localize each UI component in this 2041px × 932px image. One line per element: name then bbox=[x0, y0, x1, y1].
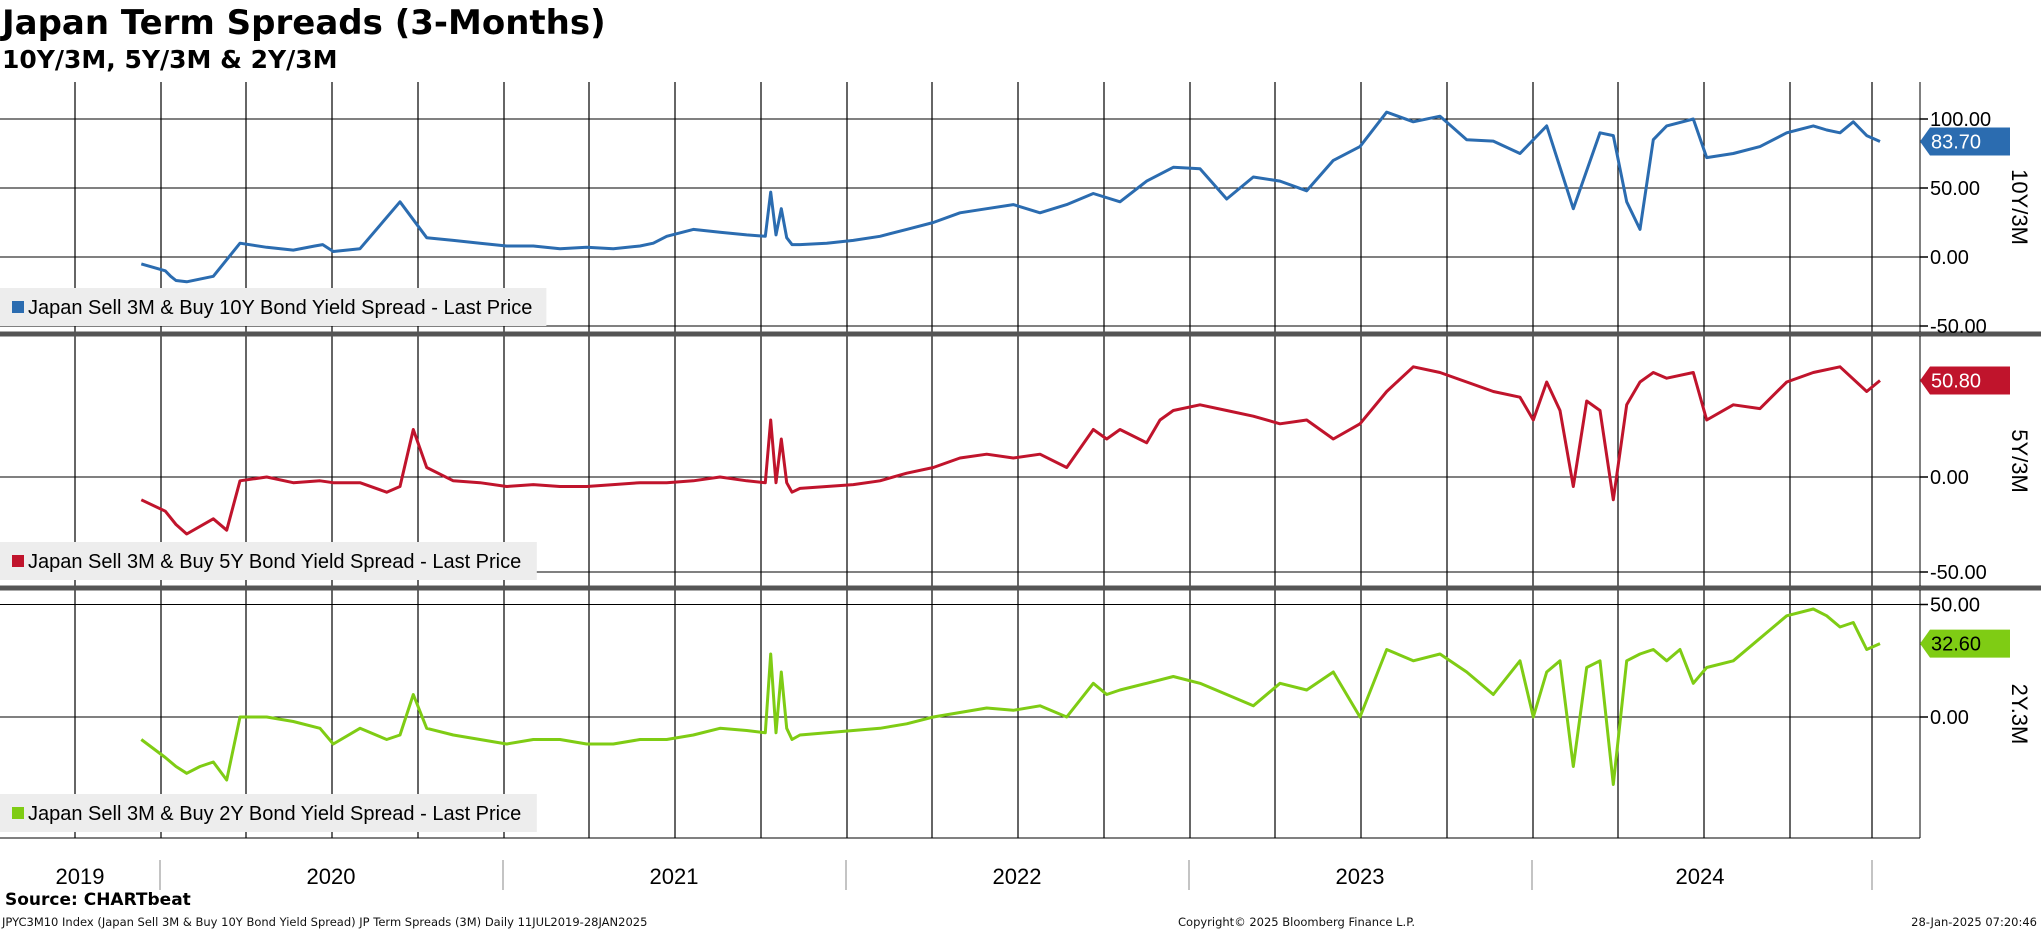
footer-copyright: Copyright© 2025 Bloomberg Finance L.P. bbox=[1178, 915, 1415, 929]
series-line-5y3m bbox=[140, 365, 1881, 536]
y-tick-label: 50.00 bbox=[1930, 178, 1980, 200]
x-tick-label: 2019 bbox=[56, 864, 105, 889]
last-value-tag bbox=[1920, 127, 2010, 156]
x-tick-label: 2022 bbox=[993, 864, 1042, 889]
series-line-10y3m bbox=[140, 110, 1881, 284]
source-label: Source: CHARTbeat bbox=[5, 890, 191, 910]
x-tick-label: 2021 bbox=[650, 864, 699, 889]
legend-label: Japan Sell 3M & Buy 2Y Bond Yield Spread… bbox=[28, 803, 521, 825]
footer-timestamp: 28-Jan-2025 07:20:46 bbox=[1911, 915, 2037, 929]
legend-box bbox=[0, 542, 537, 580]
legend-swatch bbox=[12, 301, 24, 313]
y-tick-label: 100.00 bbox=[1930, 109, 1991, 131]
x-tick-label: 2023 bbox=[1336, 864, 1385, 889]
y-tick-label: 0.00 bbox=[1930, 467, 1969, 489]
last-value-label: 32.60 bbox=[1931, 634, 1981, 656]
last-value-label: 83.70 bbox=[1931, 131, 1981, 153]
panel-axis-label: 10Y/3M bbox=[2007, 169, 2032, 245]
legend-label: Japan Sell 3M & Buy 10Y Bond Yield Sprea… bbox=[28, 297, 532, 319]
x-tick-label: 2020 bbox=[307, 864, 356, 889]
last-value-label: 50.80 bbox=[1931, 370, 1981, 392]
y-tick-label: 0.00 bbox=[1930, 247, 1969, 269]
y-tick-label: -50.00 bbox=[1930, 562, 1987, 584]
footer-ticker-info: JPYC3M10 Index (Japan Sell 3M & Buy 10Y … bbox=[2, 915, 648, 929]
legend-box bbox=[0, 288, 547, 326]
last-value-tag bbox=[1920, 629, 2010, 658]
chart-area: 100.00 50.00 0.00 -50.00 83.70 10Y/3M Japan Se… bbox=[0, 82, 2041, 890]
y-tick-label: 50.00 bbox=[1930, 595, 1980, 617]
y-tick-label: -50.00 bbox=[1930, 316, 1987, 338]
chart-title: Japan Term Spreads (3-Months) bbox=[2, 3, 606, 43]
x-tick-label: 2024 bbox=[1676, 864, 1725, 889]
legend-box bbox=[0, 794, 537, 832]
y-tick-label: 0.00 bbox=[1930, 707, 1969, 729]
chart-subtitle: 10Y/3M, 5Y/3M & 2Y/3M bbox=[2, 45, 338, 74]
last-value-tag bbox=[1920, 366, 2010, 395]
legend-label: Japan Sell 3M & Buy 5Y Bond Yield Spread… bbox=[28, 551, 521, 573]
legend-swatch bbox=[12, 807, 24, 819]
panel-axis-label: 2Y.3M bbox=[2007, 684, 2032, 745]
legend-swatch bbox=[12, 555, 24, 567]
series-line-2y3m bbox=[140, 607, 1881, 786]
panel-axis-label: 5Y/3M bbox=[2007, 429, 2032, 493]
